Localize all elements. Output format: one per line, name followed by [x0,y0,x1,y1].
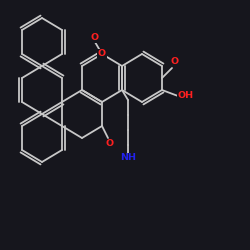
Text: O: O [106,140,114,148]
Text: O: O [171,58,179,66]
Text: NH: NH [120,154,136,162]
Text: OH: OH [178,92,194,100]
Text: O: O [91,34,99,42]
Text: O: O [98,50,106,58]
